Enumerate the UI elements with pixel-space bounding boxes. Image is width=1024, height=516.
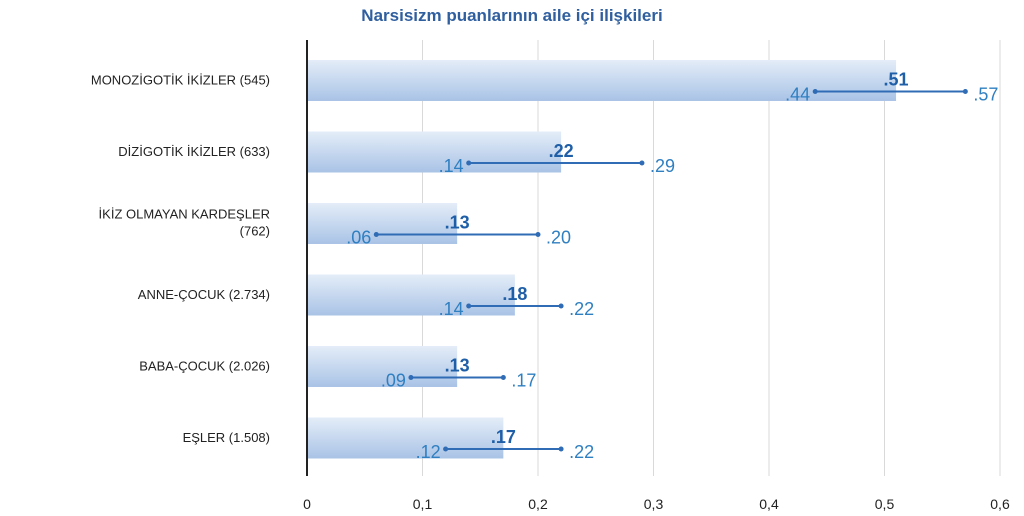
category-label: MONOZİGOTİK İKİZLER (545) xyxy=(91,73,270,88)
ci-high-label: .22 xyxy=(569,299,594,319)
x-tick-label: 0,6 xyxy=(990,496,1010,512)
error-bar-high-cap xyxy=(558,446,564,452)
error-bar-low-cap xyxy=(812,89,818,94)
error-bar-high-cap xyxy=(558,303,564,309)
ci-high-label: .17 xyxy=(511,371,536,391)
bar xyxy=(307,274,515,316)
error-bar-low-cap xyxy=(443,446,449,452)
x-tick-label: 0,1 xyxy=(413,496,433,512)
value-label: .51 xyxy=(884,70,909,90)
bar xyxy=(307,131,562,173)
ci-low-label: .14 xyxy=(439,299,464,319)
x-tick-label: 0 xyxy=(303,496,311,512)
ci-high-label: .22 xyxy=(569,442,594,462)
value-label: .13 xyxy=(445,213,470,233)
error-bar-high-cap xyxy=(535,232,541,237)
error-bar-low-cap xyxy=(373,232,379,237)
error-bar-low-cap xyxy=(466,160,472,166)
x-tick-label: 0,3 xyxy=(644,496,664,512)
value-label: .13 xyxy=(445,356,470,376)
category-label: İKİZ OLMAYAN KARDEŞLER (762) xyxy=(99,207,270,239)
value-label: .18 xyxy=(502,284,527,304)
category-label: ANNE-ÇOCUK (2.734) xyxy=(138,287,270,302)
value-label: .22 xyxy=(549,141,574,161)
x-tick-label: 0,5 xyxy=(875,496,895,512)
ci-high-label: .29 xyxy=(650,156,675,176)
bar xyxy=(307,60,897,101)
error-bar-high-cap xyxy=(500,375,506,380)
bar xyxy=(307,346,458,387)
error-bar-high-cap xyxy=(639,160,645,166)
ci-low-label: .12 xyxy=(416,442,441,462)
ci-low-label: .09 xyxy=(381,371,406,391)
ci-low-label: .44 xyxy=(785,85,810,105)
ci-low-label: .14 xyxy=(439,156,464,176)
x-tick-label: 0,2 xyxy=(528,496,548,512)
error-bar-low-cap xyxy=(466,303,472,309)
ci-high-label: .57 xyxy=(973,85,998,105)
bar xyxy=(307,203,458,244)
category-label: BABA-ÇOCUK (2.026) xyxy=(139,359,270,374)
ci-high-label: .20 xyxy=(546,228,571,248)
chart-title: Narsisizm puanlarının aile içi ilişkiler… xyxy=(361,6,663,25)
category-label: DİZİGOTİK İKİZLER (633) xyxy=(118,144,270,159)
bar xyxy=(307,417,504,459)
error-bar-high-cap xyxy=(962,89,968,94)
x-tick-label: 0,4 xyxy=(759,496,779,512)
ci-low-label: .06 xyxy=(346,228,371,248)
category-label: EŞLER (1.508) xyxy=(183,430,270,445)
value-label: .17 xyxy=(491,427,516,447)
error-bar-low-cap xyxy=(408,375,414,380)
